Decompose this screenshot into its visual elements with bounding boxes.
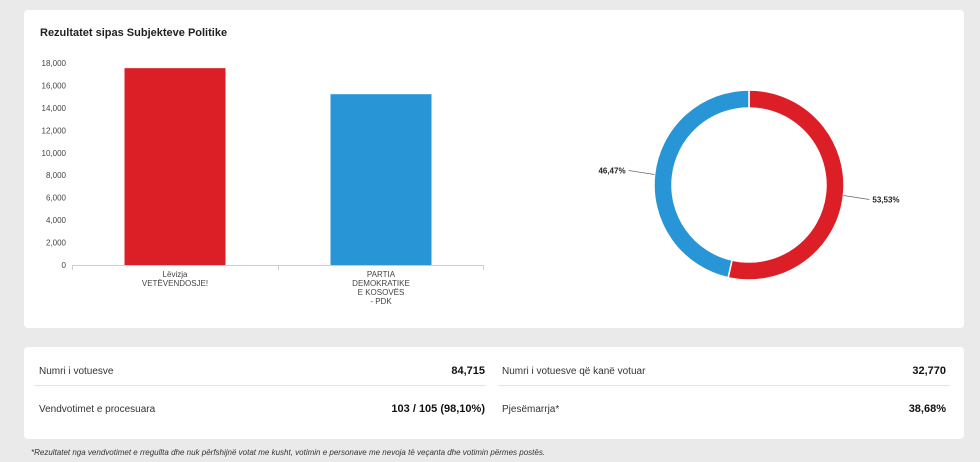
divider bbox=[34, 385, 486, 386]
bar-chart: 0 2,000 4,000 6,000 8,000 10,000 12,000 14,000 1… bbox=[42, 59, 484, 306]
donut-slice bbox=[653, 89, 750, 279]
turnout-label: Pjesëmarrja* bbox=[502, 404, 560, 415]
bar bbox=[330, 94, 432, 265]
slice-connector bbox=[843, 195, 870, 200]
x-tick-label: PARTIA DEMOKRATIKE E KOSOVËS - PDK bbox=[352, 270, 410, 306]
donut-slice bbox=[727, 89, 845, 281]
donut-chart: 53,53% 46,47% bbox=[598, 89, 900, 281]
processed-label: Vendvotimet e procesuara bbox=[39, 404, 156, 415]
y-tick-label: 16,000 bbox=[42, 81, 67, 90]
y-tick-label: 4,000 bbox=[46, 216, 67, 225]
chart-card: Rezultatet sipas Subjekteve Politike 0 2,… bbox=[24, 10, 964, 328]
turnout-value: 38,68% bbox=[908, 403, 946, 415]
y-tick-label: 10,000 bbox=[42, 149, 67, 158]
y-tick-label: 12,000 bbox=[42, 126, 67, 135]
y-tick-label: 6,000 bbox=[46, 194, 67, 203]
y-tick-label: 18,000 bbox=[42, 59, 67, 68]
slice-label: 53,53% bbox=[872, 196, 899, 205]
divider bbox=[498, 385, 950, 386]
footnote: *Rezultatet nga vendvotimet e rregullta … bbox=[31, 448, 546, 457]
chart-title: Rezultatet sipas Subjekteve Politike bbox=[40, 27, 228, 39]
y-tick-label: 0 bbox=[62, 261, 67, 270]
y-tick-label: 2,000 bbox=[46, 239, 67, 248]
y-tick-label: 8,000 bbox=[46, 171, 67, 180]
stats-card: Numri i votuesve 84,715 Numri i votuesve… bbox=[24, 347, 964, 439]
processed-value: 103 / 105 (98,10%) bbox=[391, 403, 485, 415]
voters-label: Numri i votuesve bbox=[39, 366, 114, 377]
y-tick-label: 14,000 bbox=[42, 104, 67, 113]
voted-value: 32,770 bbox=[912, 365, 946, 377]
voters-value: 84,715 bbox=[451, 365, 485, 377]
bar bbox=[124, 68, 226, 265]
slice-connector bbox=[628, 170, 655, 175]
slice-label: 46,47% bbox=[598, 166, 625, 175]
x-tick-label: Lëvizja VETËVENDOSJE! bbox=[142, 270, 208, 288]
voted-label: Numri i votuesve që kanë votuar bbox=[502, 366, 646, 377]
